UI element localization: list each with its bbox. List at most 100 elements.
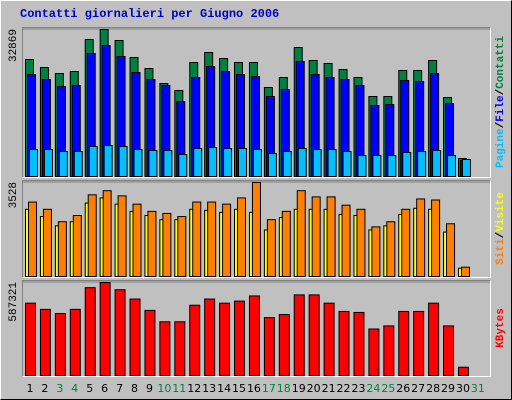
bar — [28, 201, 37, 277]
bar — [222, 203, 232, 277]
bar — [114, 289, 126, 376]
bar — [88, 145, 98, 177]
bar — [144, 309, 156, 376]
bar — [296, 190, 306, 277]
x-tick-label: 21 — [322, 382, 336, 395]
bar — [431, 199, 441, 277]
bar — [207, 201, 217, 277]
bar — [178, 154, 188, 178]
x-tick-label: 29 — [441, 382, 455, 395]
bar — [281, 210, 291, 277]
legend-separator: / — [495, 88, 507, 95]
bar — [383, 325, 395, 377]
x-tick-label: 26 — [396, 382, 410, 395]
bar — [132, 203, 142, 277]
bar — [413, 310, 425, 377]
bar — [174, 321, 186, 376]
bar — [99, 282, 111, 376]
bar — [398, 310, 410, 377]
bar — [461, 159, 471, 178]
bar — [69, 308, 81, 377]
bar — [372, 154, 382, 177]
x-tick-label: 4 — [71, 382, 78, 395]
bar — [353, 311, 365, 377]
bar — [251, 182, 261, 277]
bar — [223, 147, 233, 177]
bar — [193, 147, 203, 177]
panel-frame-light — [22, 280, 491, 377]
bar — [371, 226, 381, 277]
x-tick-label: 1 — [27, 382, 34, 395]
bar — [177, 216, 187, 278]
x-tick-label: 23 — [351, 382, 365, 395]
legend-separator: / — [495, 231, 507, 238]
y-tick-label: 587321 — [8, 282, 20, 322]
bar — [102, 190, 112, 277]
panel-frame-light — [22, 180, 491, 278]
bar — [263, 317, 275, 377]
bar — [428, 302, 440, 377]
bar — [204, 298, 216, 376]
bar — [162, 212, 172, 277]
x-tick-label: 3 — [56, 382, 63, 395]
bar — [133, 149, 143, 178]
legend-entry: Siti — [495, 238, 507, 265]
bar — [356, 208, 366, 277]
legend: Siti/Visite — [495, 192, 507, 265]
bar — [54, 312, 66, 376]
bar — [43, 149, 53, 178]
x-tick-label: 19 — [292, 382, 306, 395]
bar — [208, 147, 218, 178]
bar — [192, 201, 202, 277]
x-tick-label: 5 — [86, 382, 93, 395]
bar — [341, 204, 351, 278]
bar — [368, 328, 380, 377]
bar — [57, 221, 67, 277]
bar — [25, 302, 36, 377]
bar — [297, 147, 307, 177]
panel-frame-light — [22, 27, 491, 178]
legend-entry: Visite — [495, 192, 507, 232]
legend-entry: KBytes — [495, 308, 507, 348]
y-tick-label: 3528 — [8, 182, 20, 208]
bar — [342, 150, 352, 177]
legend-entry: Pagine — [495, 128, 507, 168]
bar — [326, 196, 336, 277]
x-tick-label: 9 — [146, 382, 153, 395]
x-tick-label: 24 — [366, 382, 380, 395]
bar — [416, 198, 426, 277]
x-tick-label: 25 — [381, 382, 395, 395]
bar — [237, 197, 247, 277]
x-tick-label: 8 — [131, 382, 138, 395]
bar — [308, 294, 320, 377]
bar — [103, 144, 113, 177]
chart-title: Contatti giornalieri per Giugno 2006 — [20, 7, 279, 21]
bar — [357, 154, 367, 177]
bar — [447, 154, 457, 177]
bar — [327, 149, 337, 178]
bar — [417, 150, 427, 177]
bar — [87, 194, 97, 277]
bar — [446, 223, 456, 278]
bar — [432, 149, 442, 177]
bar — [311, 196, 321, 277]
bar — [118, 145, 128, 177]
bar — [266, 219, 276, 277]
bar — [282, 150, 292, 177]
bar — [312, 149, 322, 178]
bar — [460, 266, 470, 277]
x-tick-label: 27 — [411, 382, 425, 395]
bar — [267, 152, 277, 177]
x-tick-label: 7 — [116, 382, 123, 395]
bar — [219, 302, 231, 377]
bar — [248, 295, 260, 376]
panel-frame-dark — [22, 180, 491, 278]
legend-entry: File — [495, 95, 507, 122]
bar — [338, 310, 350, 377]
bar — [72, 215, 82, 277]
bar — [457, 366, 469, 376]
x-tick-label: 17 — [262, 382, 276, 395]
x-tick-label: 13 — [202, 382, 216, 395]
bar — [402, 152, 412, 178]
